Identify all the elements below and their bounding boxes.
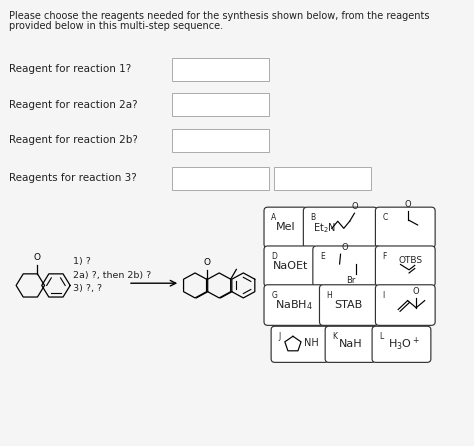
- Text: A: A: [271, 213, 276, 222]
- Text: OTBS: OTBS: [399, 256, 423, 265]
- FancyBboxPatch shape: [313, 246, 381, 286]
- Text: O: O: [203, 258, 210, 267]
- FancyBboxPatch shape: [172, 93, 269, 116]
- Text: K: K: [332, 332, 337, 341]
- Text: 2a) ?, then 2b) ?: 2a) ?, then 2b) ?: [73, 271, 152, 280]
- Text: I: I: [383, 291, 385, 300]
- FancyBboxPatch shape: [325, 326, 375, 362]
- FancyBboxPatch shape: [319, 285, 378, 326]
- Text: O: O: [404, 200, 411, 209]
- Text: NaH: NaH: [338, 339, 362, 349]
- Text: 1) ?: 1) ?: [73, 257, 91, 266]
- Text: NH: NH: [304, 339, 319, 348]
- Text: O: O: [34, 252, 41, 262]
- Text: J: J: [278, 332, 281, 341]
- Text: Br: Br: [346, 276, 356, 285]
- Text: G: G: [271, 291, 277, 300]
- FancyBboxPatch shape: [372, 326, 431, 362]
- FancyBboxPatch shape: [303, 207, 377, 248]
- FancyBboxPatch shape: [264, 285, 324, 326]
- Text: Mel: Mel: [276, 223, 295, 232]
- Text: O: O: [413, 287, 419, 296]
- FancyBboxPatch shape: [172, 58, 269, 81]
- Text: Please choose the reagents needed for the synthesis shown below, from the reagen: Please choose the reagents needed for th…: [9, 11, 429, 21]
- FancyBboxPatch shape: [271, 326, 328, 362]
- Text: H: H: [327, 291, 332, 300]
- Text: C: C: [383, 213, 388, 222]
- Text: Reagent for reaction 2b?: Reagent for reaction 2b?: [9, 136, 137, 145]
- Text: STAB: STAB: [335, 300, 363, 310]
- Text: 3) ?, ?: 3) ?, ?: [73, 284, 102, 293]
- FancyBboxPatch shape: [375, 246, 435, 286]
- FancyBboxPatch shape: [172, 129, 269, 152]
- FancyBboxPatch shape: [172, 167, 269, 190]
- Text: E: E: [320, 252, 325, 261]
- FancyBboxPatch shape: [264, 207, 307, 248]
- FancyBboxPatch shape: [375, 285, 435, 326]
- Text: Reagents for reaction 3?: Reagents for reaction 3?: [9, 173, 137, 183]
- Text: H$_3$O$^+$: H$_3$O$^+$: [388, 336, 419, 353]
- Text: NaOEt: NaOEt: [273, 261, 308, 271]
- Text: D: D: [271, 252, 277, 261]
- Text: F: F: [383, 252, 387, 261]
- FancyBboxPatch shape: [264, 246, 317, 286]
- FancyBboxPatch shape: [274, 167, 371, 190]
- FancyBboxPatch shape: [375, 207, 435, 248]
- Text: Reagent for reaction 1?: Reagent for reaction 1?: [9, 64, 131, 74]
- Text: Et$_2$N: Et$_2$N: [313, 222, 336, 235]
- Text: L: L: [379, 332, 383, 341]
- Text: Reagent for reaction 2a?: Reagent for reaction 2a?: [9, 100, 137, 110]
- Text: provided below in this multi-step sequence.: provided below in this multi-step sequen…: [9, 21, 223, 31]
- Text: O: O: [351, 202, 358, 211]
- Text: NaBH$_4$: NaBH$_4$: [275, 298, 313, 312]
- Text: O: O: [341, 244, 348, 252]
- Text: B: B: [310, 213, 316, 222]
